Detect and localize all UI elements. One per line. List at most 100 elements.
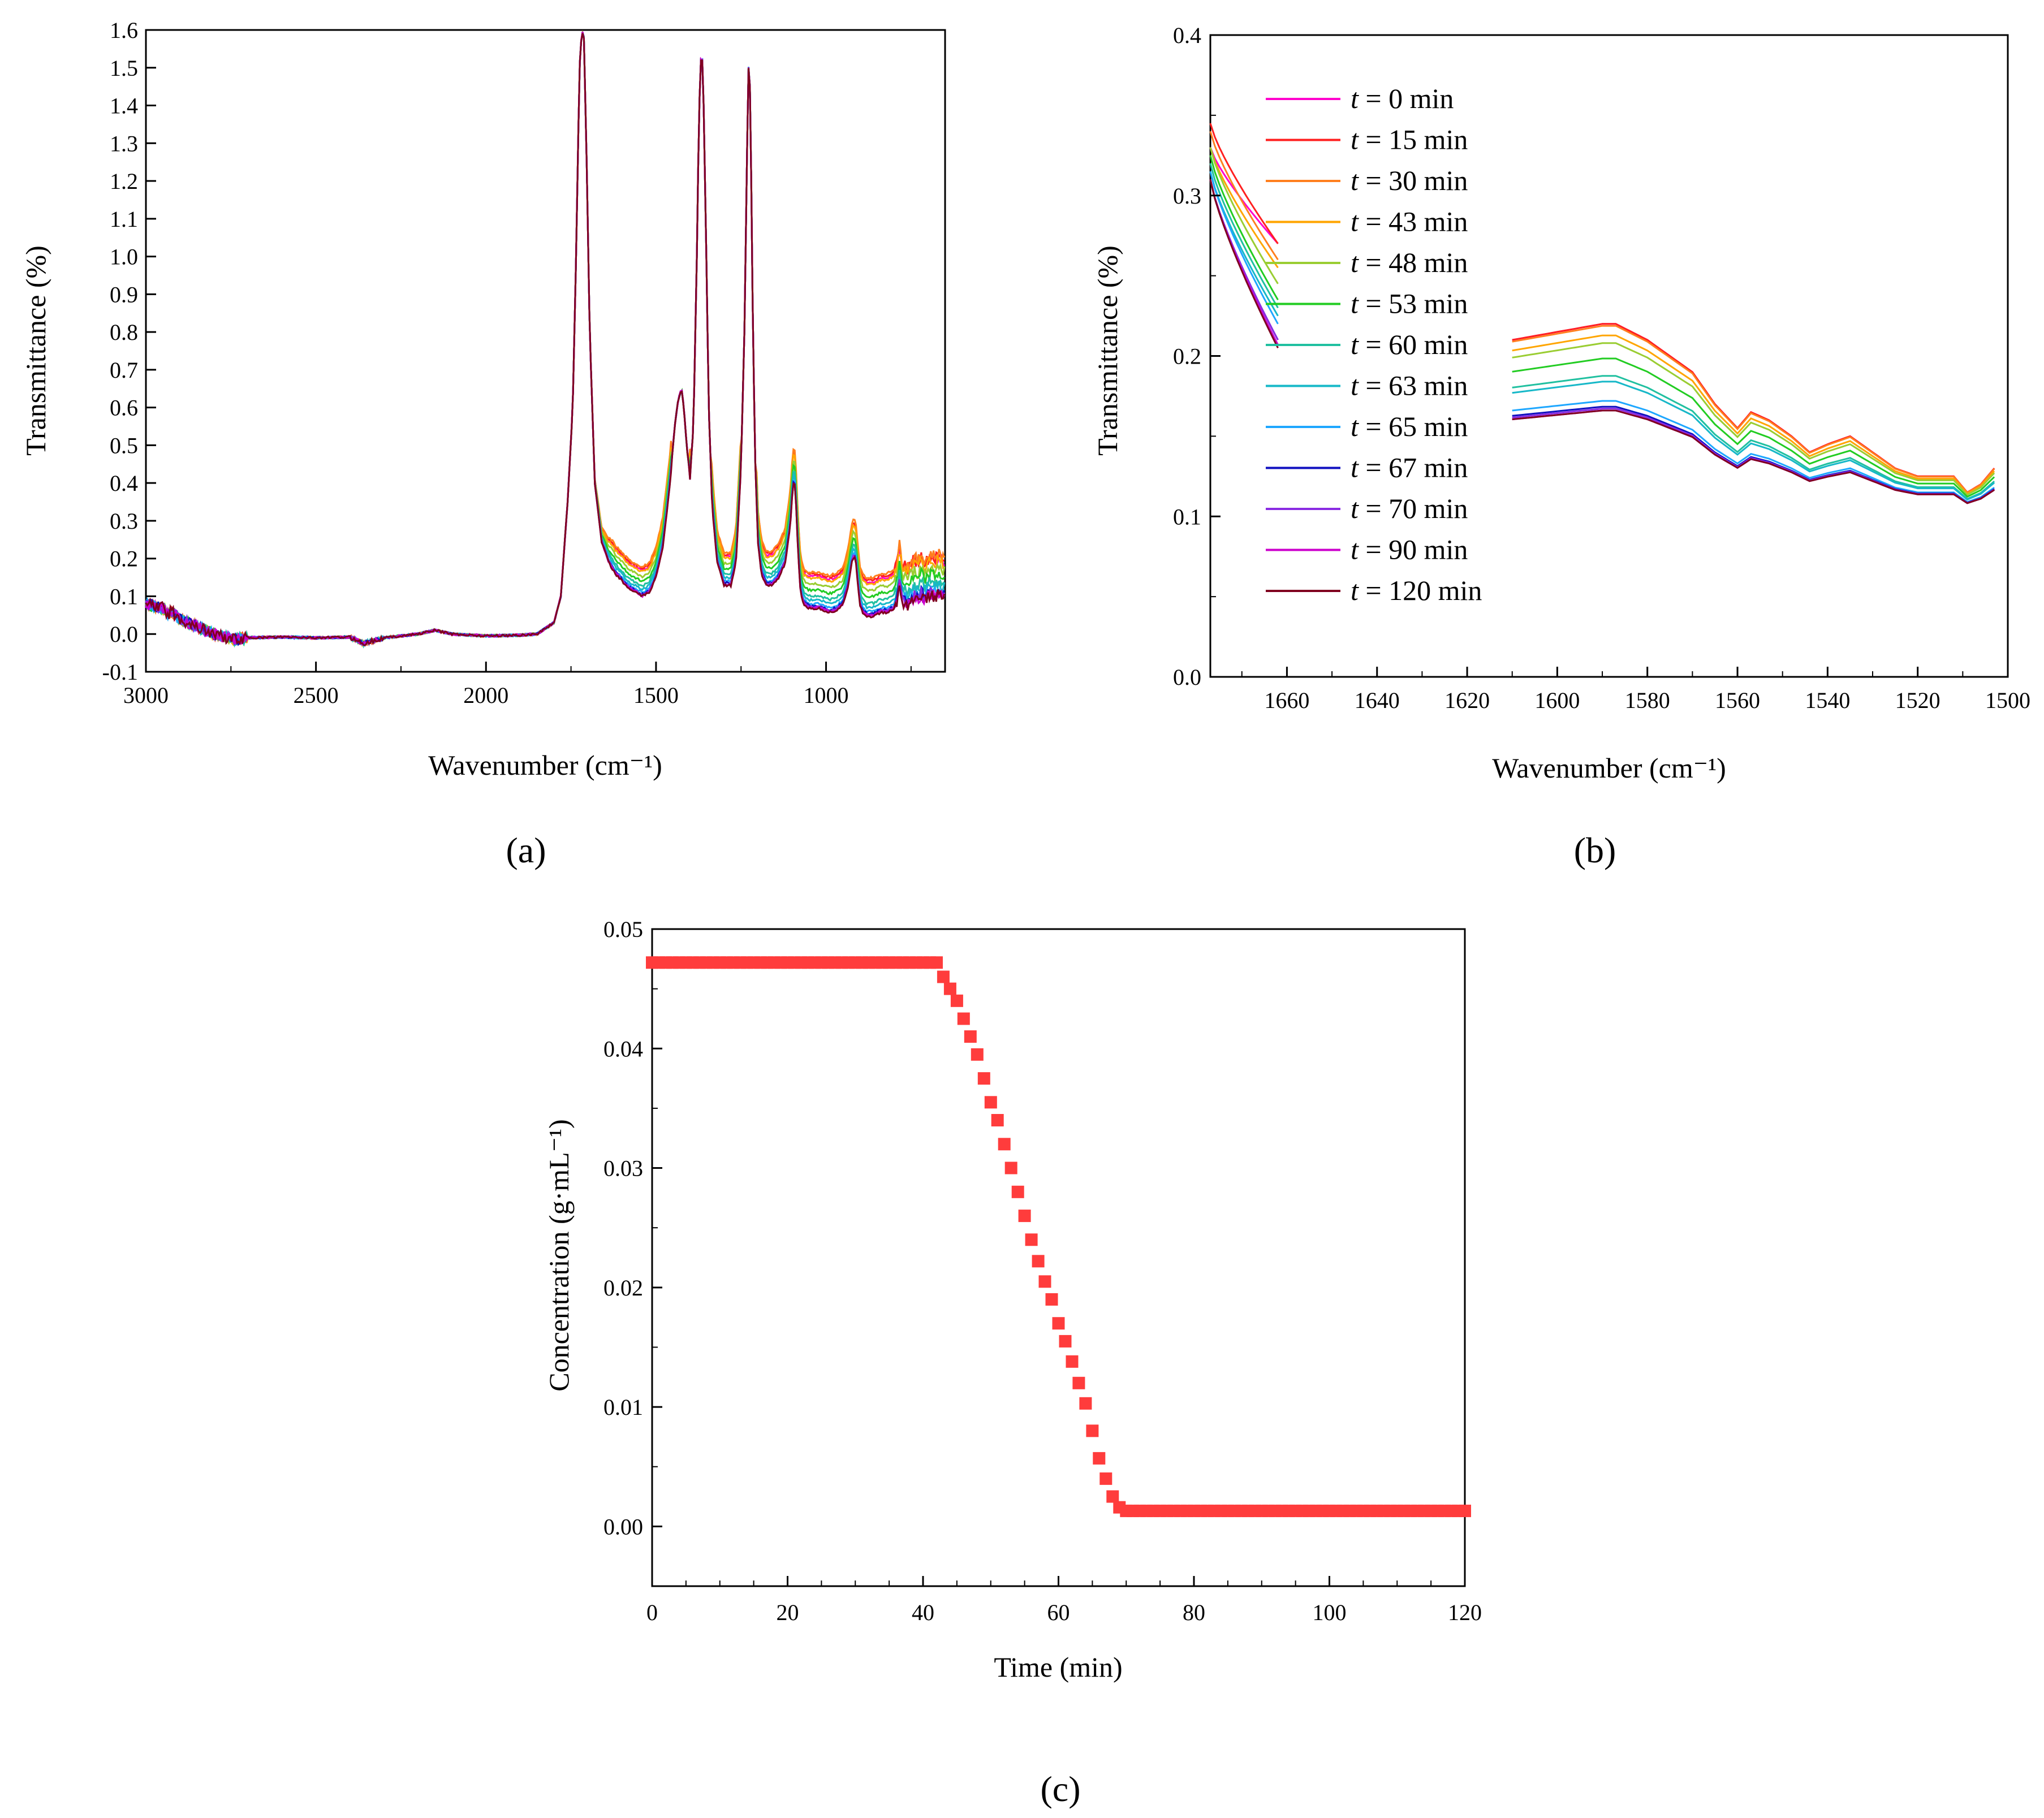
panel-c-data-point [1018,1210,1031,1223]
panel-b-legend-label: t = 120 min [1351,575,1482,606]
panel-c-data-point [1459,1504,1471,1517]
panel-b-series-left-segment [1209,147,1279,284]
panel-a-y-tick-label: 0.1 [110,584,138,609]
panel-c-x-tick-label: 60 [1047,1600,1070,1625]
panel-c-y-tick-label: 0.03 [603,1156,643,1181]
panel-b-series-left-segment [1209,131,1279,261]
panel-c-data-point [977,1072,990,1085]
panel-c-data-point [964,1030,977,1043]
panel-b-x-tick-label: 1560 [1715,688,1760,713]
panel-b-series-left-segment [1209,147,1279,269]
panel-c-data-point [1072,1376,1085,1389]
panel-b-x-axis-title: Wavenumber (cm⁻¹) [1492,752,1726,784]
panel-c-data-point [1045,1293,1058,1306]
panel-b-series-right-segment [1512,357,1995,498]
panel-b-legend-label: t = 53 min [1351,288,1468,319]
panel-b-x-tick-label: 1660 [1264,688,1309,713]
panel-b-legend-label: t = 90 min [1351,534,1468,565]
panel-a-x-tick-label: 3000 [123,683,169,708]
panel-b-series-left-segment [1209,123,1279,244]
panel-c-data-point [984,1096,997,1109]
panel-b-legend-label: t = 43 min [1351,206,1468,237]
panel-c-data-point [1032,1255,1045,1268]
panel-c-y-ticks: 0.00 0.01 0.02 0.03 0.04 0.05 [603,917,662,1539]
panel-b-series-right-segment [1512,325,1995,494]
panel-a-y-tick-label: 0.3 [110,508,138,534]
panel-c-data-point [937,970,950,983]
panel-a-y-tick-label: 1.4 [110,93,138,119]
panel-b-series-left-segment [1209,163,1279,309]
panel-b-y-tick-label: 0.3 [1173,183,1201,209]
panel-b-x-tick-label: 1640 [1355,688,1400,713]
panel-c-data-point [943,982,956,995]
panel-a-y-tick-label: 0.0 [110,621,138,647]
panel-c-data-point [930,956,943,969]
panel-c-x-tick-label: 20 [777,1600,799,1625]
panel-b-series-right-segment [1512,334,1995,495]
panel-b-legend-label: t = 0 min [1351,83,1454,114]
panel-b-legend-label: t = 15 min [1351,124,1468,156]
panel-a-y-tick-label: 0.8 [110,319,138,345]
panel-c-data-point [998,1138,1011,1151]
panel-c-plot-area [651,928,1466,1587]
panel-a-x-tick-label: 1000 [804,683,849,708]
panel-b-series-right-segment [1512,375,1995,500]
panel-a-y-tick-label: 0.4 [110,470,138,496]
panel-b-series-left-segment [1209,179,1279,348]
panel-c-x-ticks: 0 20 40 60 80 100 120 [646,1576,1482,1625]
panel-a-y-tick-label: 1.3 [110,131,138,156]
panel-b-legend-label: t = 30 min [1351,165,1468,196]
panel-a-y-tick-label: -0.1 [102,659,138,685]
panel-c-data-point [1011,1185,1024,1198]
panel-a-y-tick-label: 0.7 [110,357,138,383]
panel-b-y-tick-label: 0.4 [1173,23,1201,48]
panel-b-label: (b) [1574,830,1616,870]
panel-c-data-point [1059,1335,1072,1348]
panel-a-y-tick-label: 0.9 [110,282,138,307]
panel-c-data-point [1106,1490,1119,1503]
panel-c-data-point [1093,1452,1106,1465]
panel-a-series-line [145,33,946,646]
panel-c-data-point [1099,1472,1112,1485]
panel-c-data-point [1066,1355,1079,1368]
panel-b-series-right-segment [1512,400,1995,503]
panel-c-x-tick-label: 40 [912,1600,934,1625]
panel-c-data-point [991,1114,1004,1126]
panel-b-series-right-segment [1512,381,1995,501]
panel-c-data-point [1052,1317,1065,1330]
panel-c-data-point [1086,1424,1099,1437]
panel-c-x-tick-label: 120 [1448,1600,1482,1625]
panel-a-y-axis-title: Transmittance (%) [20,245,51,456]
panel-b-series-left-segment [1209,147,1279,244]
panel-c-data-point [957,1012,970,1025]
panel-c-points-group [646,956,1471,1517]
panel-c-data-point [1004,1161,1017,1174]
panel-a-y-tick-label: 1.0 [110,244,138,270]
panel-b-y-tick-label: 0.2 [1173,344,1201,369]
panel-c-y-tick-label: 0.05 [603,917,643,942]
panel-a-plot-area [145,29,946,673]
panel-c-data-point [971,1048,984,1061]
panel-a-y-tick-label: 1.2 [110,169,138,194]
panel-b-y-tick-label: 0.0 [1173,664,1201,690]
panel-b-x-tick-label: 1620 [1444,688,1490,713]
panel-c-x-tick-label: 100 [1313,1600,1347,1625]
panel-a-x-tick-label: 2000 [463,683,508,708]
panel-b-x-tick-label: 1580 [1625,688,1670,713]
panel-a-x-ticks: 3000 2500 2000 1500 1000 [123,662,912,708]
panel-c-y-tick-label: 0.01 [603,1394,643,1420]
panel-b-series-left-segment [1209,155,1279,300]
panel-b-legend-label: t = 67 min [1351,452,1468,483]
panel-c-data-point [950,994,963,1007]
panel-b-plot-area [1209,34,2009,678]
panel-b-transmittance-zoom: 1660 1640 1620 1600 1580 1560 1540 1520 1500 0.0… [1092,23,2030,870]
panel-a-y-tick-label: 0.2 [110,546,138,572]
panel-c-x-axis-title: Time (min) [994,1651,1122,1683]
panel-b-legend-label: t = 60 min [1351,329,1468,360]
panel-a-y-tick-label: 1.1 [110,206,138,232]
panel-b-legend: t = 0 min t = 15 min t = 30 min t = 43 min t… [1266,83,1482,606]
panel-c-concentration: 0 20 40 60 80 100 120 0.00 0.01 0.02 0.03 0.04 0.05… [543,917,1482,1809]
panel-b-legend-label: t = 65 min [1351,411,1468,442]
panel-b-y-ticks: 0.0 0.1 0.2 0.3 0.4 [1173,23,1221,690]
